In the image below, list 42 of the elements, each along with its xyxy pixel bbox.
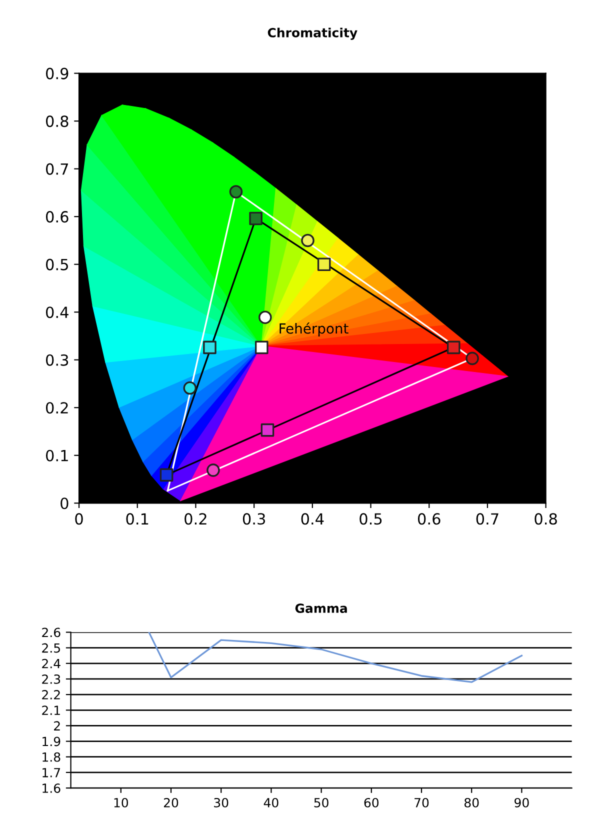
y-tick-label: 2 xyxy=(54,721,60,730)
y-tick-label: 2.5 xyxy=(42,643,60,653)
y-tick-label: 0.6 xyxy=(46,211,68,223)
y-tick-label: 0.4 xyxy=(46,306,68,318)
y-tick-label: 0.1 xyxy=(46,450,68,462)
chart-title: Gamma xyxy=(295,604,347,613)
x-tick-label: 0.1 xyxy=(126,513,148,525)
x-tick-label: 0 xyxy=(75,513,83,525)
x-tick-label: 0.8 xyxy=(534,513,557,525)
y-tick-label: 0.9 xyxy=(46,68,68,80)
x-tick-label: 0.7 xyxy=(476,513,498,525)
y-tick-label: 2.2 xyxy=(42,690,60,700)
annotation: Fehérpont xyxy=(280,322,348,336)
y-tick-label: 0.3 xyxy=(46,354,68,366)
x-tick-label: 40 xyxy=(264,798,278,808)
y-tick-label: 0.2 xyxy=(46,402,68,414)
x-tick-label: 30 xyxy=(214,798,228,808)
x-tick-label: 50 xyxy=(314,798,328,808)
x-tick-label: 0.5 xyxy=(360,513,382,525)
y-tick-label: 0.8 xyxy=(46,116,68,128)
x-tick-label: 20 xyxy=(164,798,178,808)
y-tick-label: 2.3 xyxy=(42,674,60,684)
y-tick-label: 1.8 xyxy=(42,752,60,762)
y-tick-label: 0.7 xyxy=(46,163,68,175)
chart-title: Chromaticity xyxy=(268,28,358,40)
x-tick-label: 90 xyxy=(514,798,529,808)
x-tick-label: 70 xyxy=(414,798,429,808)
y-tick-label: 1.7 xyxy=(42,768,60,778)
x-tick-label: 0.6 xyxy=(418,513,440,525)
y-tick-label: 2.6 xyxy=(42,628,60,638)
x-tick-label: 80 xyxy=(464,798,479,808)
y-tick-label: 2.4 xyxy=(42,658,60,668)
x-tick-label: 0.2 xyxy=(184,513,206,525)
y-tick-label: 0.5 xyxy=(46,258,68,270)
x-tick-label: 0.3 xyxy=(242,513,265,525)
y-tick-label: 2.1 xyxy=(42,706,60,715)
x-tick-label: 0.4 xyxy=(301,513,324,525)
y-tick-label: 1.9 xyxy=(42,736,60,746)
y-tick-label: 1.6 xyxy=(42,783,60,793)
y-tick-label: 0 xyxy=(60,498,68,510)
x-tick-label: 60 xyxy=(364,798,379,808)
x-tick-label: 10 xyxy=(114,798,128,808)
